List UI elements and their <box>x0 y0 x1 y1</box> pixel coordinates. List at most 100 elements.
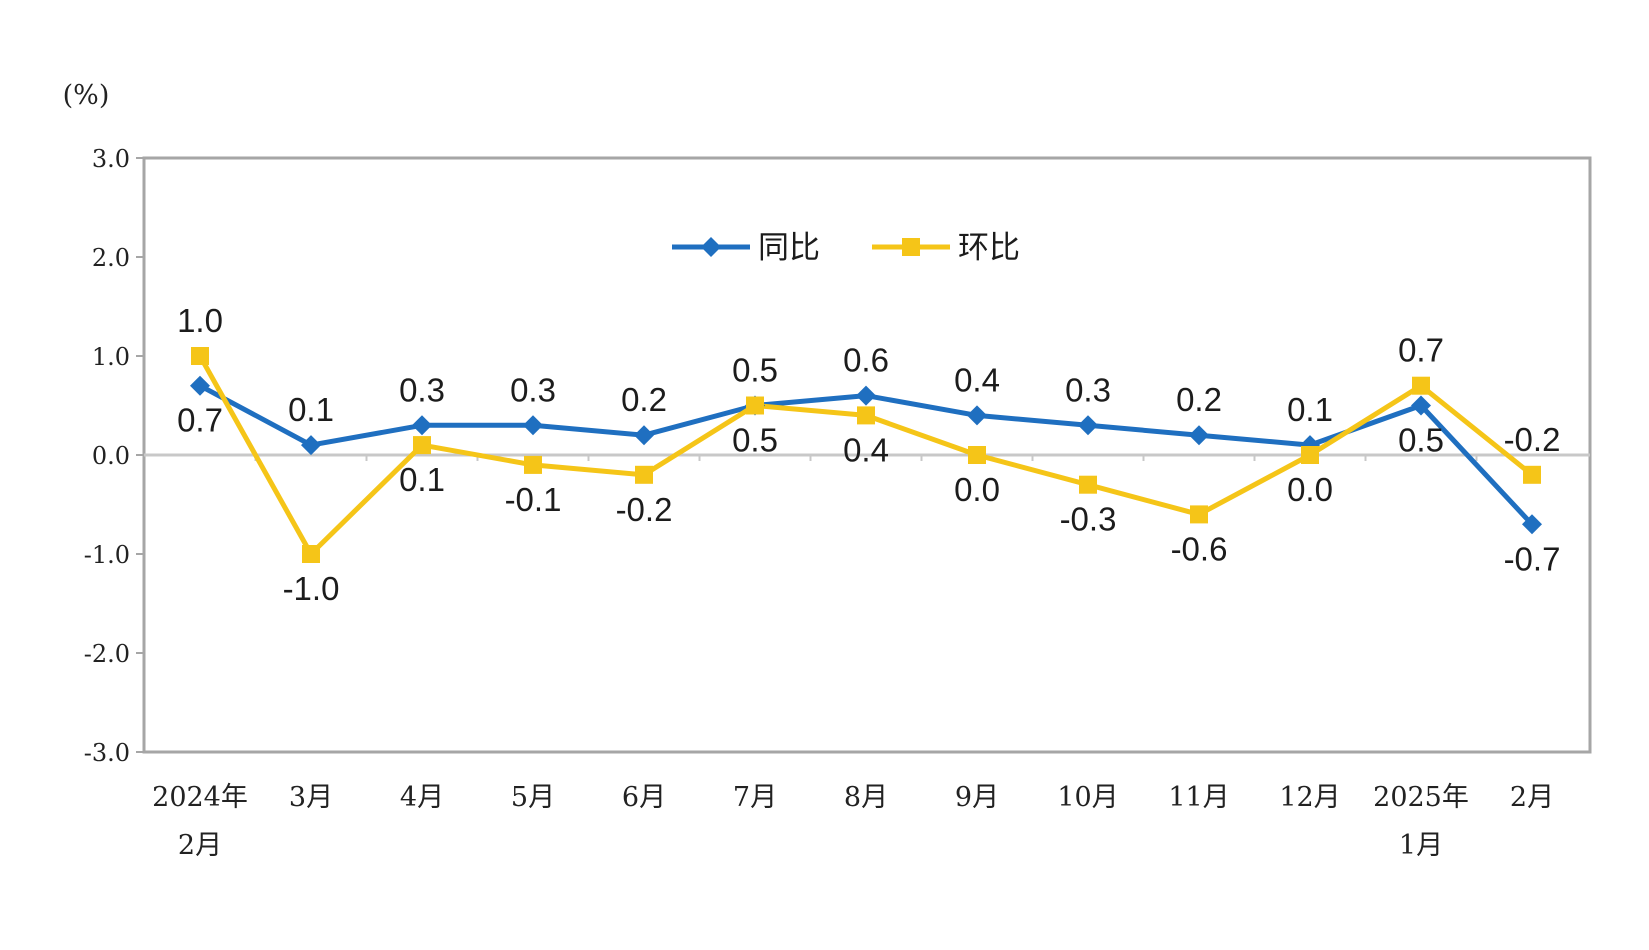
data-label-yoy: 0.6 <box>843 342 889 379</box>
data-point-mom[interactable] <box>1523 465 1541 484</box>
data-label-yoy: -0.7 <box>1504 540 1561 577</box>
data-point-yoy[interactable] <box>1189 425 1209 446</box>
x-tick-label: 12月 <box>1279 782 1340 813</box>
x-tick-label: 10月 <box>1057 782 1118 813</box>
data-label-yoy: 0.4 <box>954 361 1000 398</box>
series-layer <box>190 347 1542 563</box>
data-label-mom: 0.0 <box>954 471 1000 508</box>
x-tick-label-group: 3月 <box>289 782 333 813</box>
data-label-yoy: 0.7 <box>177 402 223 439</box>
data-label-yoy: 0.5 <box>732 352 778 389</box>
data-point-mom[interactable] <box>857 406 875 425</box>
data-point-yoy[interactable] <box>1411 395 1431 416</box>
data-point-yoy[interactable] <box>1078 415 1098 436</box>
legend-label: 环比 <box>958 230 1020 266</box>
legend-item-yoy[interactable]: 同比 <box>672 230 820 266</box>
data-point-mom[interactable] <box>413 436 431 455</box>
data-label-yoy: 0.1 <box>1287 391 1333 428</box>
x-tick-label: 11月 <box>1168 782 1229 813</box>
data-point-mom[interactable] <box>968 446 986 464</box>
y-tick-label: -2.0 <box>84 640 130 668</box>
x-tick-label: 2月 <box>178 830 222 861</box>
x-tick-label: 7月 <box>733 782 777 813</box>
x-tick-label-group: 6月 <box>622 782 666 813</box>
x-tick-label: 2024年 <box>152 782 248 813</box>
x-tick-label-group: 12月 <box>1279 782 1340 813</box>
data-label-yoy: 0.2 <box>1176 381 1222 418</box>
data-point-yoy[interactable] <box>190 375 210 396</box>
x-tick-label-group: 9月 <box>955 782 999 813</box>
x-axis-layer: 2024年 2月 3月 4月 5月 6月 7月 8月 9月 10月 11月 12月 2025年 1月 2月 <box>152 782 1554 861</box>
data-label-mom: 0.5 <box>732 422 778 459</box>
data-label-mom: -1.0 <box>283 570 340 607</box>
x-tick-label: 2月 <box>1510 782 1554 813</box>
y-tick-label: 2.0 <box>92 244 130 272</box>
y-axis-layer: 3.0 2.0 1.0 0.0 -1.0 -2.0 -3.0 (%) <box>63 80 144 767</box>
data-label-yoy: 0.5 <box>1398 422 1444 459</box>
y-tick-label: -1.0 <box>84 541 130 569</box>
data-point-mom[interactable] <box>1412 376 1430 395</box>
x-tick-label-group: 11月 <box>1168 782 1229 813</box>
data-label-yoy: 0.3 <box>399 371 445 408</box>
data-label-mom: 0.4 <box>843 431 889 468</box>
data-point-mom[interactable] <box>302 545 320 563</box>
data-point-mom[interactable] <box>746 396 764 415</box>
data-label-mom: 0.7 <box>1398 332 1444 369</box>
data-label-mom: 1.0 <box>177 302 223 339</box>
data-point-yoy[interactable] <box>856 385 876 406</box>
data-point-mom[interactable] <box>191 347 209 365</box>
data-label-yoy: 0.3 <box>1065 371 1111 408</box>
data-point-yoy[interactable] <box>967 405 987 426</box>
data-point-yoy[interactable] <box>523 415 543 436</box>
x-tick-label: 2025年 <box>1373 782 1469 813</box>
data-label-mom: -0.6 <box>1171 530 1228 567</box>
x-tick-label: 1月 <box>1399 830 1443 861</box>
data-point-mom[interactable] <box>1079 475 1097 494</box>
data-point-mom[interactable] <box>1190 505 1208 524</box>
legend-item-mom[interactable]: 环比 <box>872 230 1020 266</box>
data-point-mom[interactable] <box>635 465 653 484</box>
x-tick-label: 5月 <box>511 782 555 813</box>
data-point-mom[interactable] <box>524 455 542 474</box>
y-tick-label: -3.0 <box>84 739 130 767</box>
legend-diamond-marker <box>701 237 721 257</box>
data-label-mom: -0.2 <box>616 491 673 528</box>
data-point-yoy[interactable] <box>634 425 654 446</box>
x-tick-label-group: 8月 <box>844 782 888 813</box>
x-tick-label: 9月 <box>955 782 999 813</box>
y-tick-label: 1.0 <box>92 343 130 371</box>
x-tick-label-group: 2月 <box>1510 782 1554 813</box>
x-tick-label: 8月 <box>844 782 888 813</box>
data-label-mom: 0.0 <box>1287 471 1333 508</box>
data-label-mom: -0.3 <box>1060 501 1117 538</box>
data-label-layer: 0.7 1.0 0.1 -1.0 0.3 0.1 0.3 -0.1 0.2 -0.2 0.5 0.5 0… <box>177 302 1560 607</box>
data-label-yoy: 0.2 <box>621 381 667 418</box>
y-unit-label: (%) <box>63 80 110 111</box>
y-tick-label: 3.0 <box>92 145 130 173</box>
data-label-mom: -0.2 <box>1504 421 1561 458</box>
data-label-yoy: 0.3 <box>510 371 556 408</box>
data-point-yoy[interactable] <box>412 415 432 436</box>
y-tick-label: 0.0 <box>92 442 130 470</box>
x-tick-label-group: 2024年 2月 <box>152 782 248 861</box>
x-tick-label: 4月 <box>400 782 444 813</box>
data-point-yoy[interactable] <box>1522 514 1542 535</box>
x-tick-label-group: 4月 <box>400 782 444 813</box>
data-label-yoy: 0.1 <box>288 391 334 428</box>
x-tick-label-group: 7月 <box>733 782 777 813</box>
data-point-mom[interactable] <box>1301 446 1319 464</box>
legend-layer: 同比 环比 <box>672 230 1020 266</box>
data-label-mom: -0.1 <box>505 481 562 518</box>
x-tick-label-group: 5月 <box>511 782 555 813</box>
x-tick-label: 6月 <box>622 782 666 813</box>
legend-square-marker <box>902 238 920 256</box>
x-tick-label-group: 2025年 1月 <box>1373 782 1469 861</box>
x-tick-label: 3月 <box>289 782 333 813</box>
x-tick-label-group: 10月 <box>1057 782 1118 813</box>
plot-frame-layer <box>142 156 1592 754</box>
data-point-yoy[interactable] <box>301 435 321 456</box>
legend-label: 同比 <box>758 230 820 266</box>
data-label-mom: 0.1 <box>399 461 445 498</box>
